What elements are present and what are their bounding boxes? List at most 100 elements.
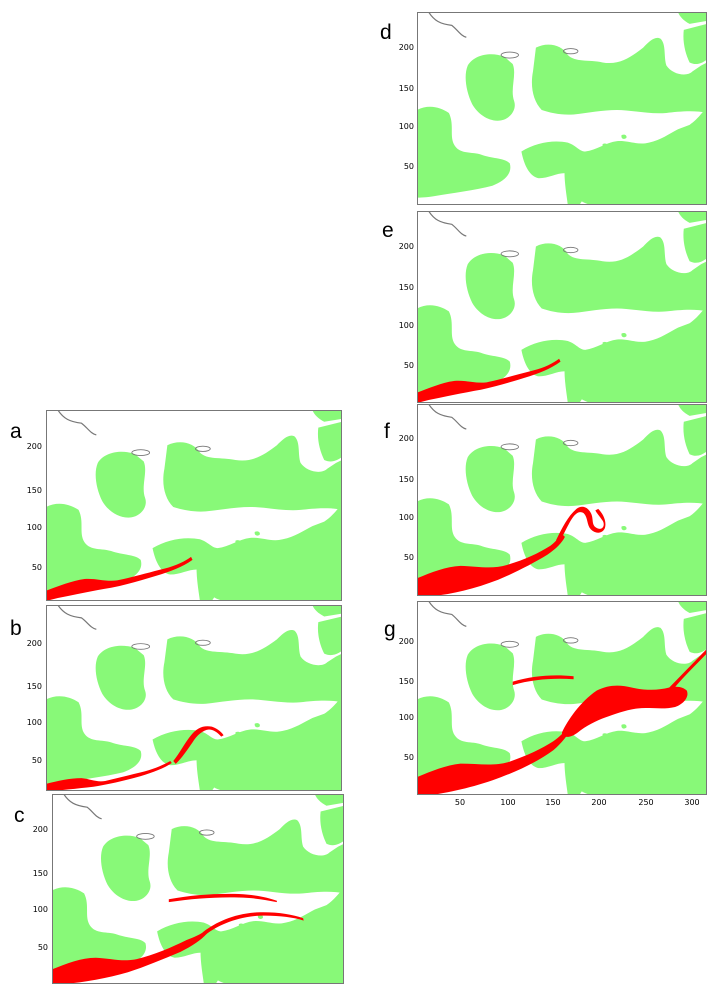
coastline-outline [428,12,467,38]
small-island-2 [257,914,263,919]
island-left [95,645,146,710]
island-outline [500,250,519,258]
ytick: 50 [403,162,414,171]
small-island-2 [254,531,260,536]
left-lower-land [46,503,142,594]
bottom-center-land [521,696,707,795]
small-island-2 [254,723,260,728]
ytick: 150 [398,283,414,292]
map-frame [417,211,707,403]
ytick: 50 [31,756,42,765]
right-edge-land [683,612,707,654]
map-d [417,12,707,205]
panel-label-a: a [10,420,22,443]
ytick: 200 [32,825,48,834]
ytick: 100 [26,718,42,727]
top-right-corner [678,601,707,613]
xtick: 250 [638,798,654,807]
ytick: 100 [32,905,48,914]
panel-label-g: g [384,618,396,641]
spill-patch [46,760,172,791]
left-lower-land [417,498,511,589]
ytick: 50 [31,563,42,572]
ytick: 150 [398,677,414,686]
ytick: 100 [398,713,414,722]
right-edge-land [317,616,342,656]
xtick: 50 [454,798,466,807]
small-island-1 [602,733,609,739]
map-frame [46,605,342,791]
small-island-2 [621,332,627,338]
spill-patch [46,556,193,601]
small-island-1 [235,540,242,546]
island-outline [195,639,211,646]
ytick: 100 [398,513,414,522]
map-layer [417,211,707,403]
peninsula-center [196,749,218,791]
bottom-center-land [521,107,707,205]
left-lower-land [46,696,142,784]
map-layer [417,601,707,795]
top-right-corner [678,404,707,416]
peninsula-center [196,558,218,601]
ytick: 50 [403,361,414,370]
coastline-outline [428,404,467,430]
island-left [465,643,515,711]
spill-patch [417,358,561,403]
upper-right-landmass [163,630,342,704]
right-edge-land [317,421,342,462]
coastline-outline [428,601,467,627]
small-island-1 [238,923,245,929]
map-layer [417,12,707,205]
ytick: 200 [26,442,42,451]
peninsula-center [564,161,586,205]
island-outline [199,829,215,836]
ytick: 50 [403,753,414,762]
island-outline [131,643,151,650]
ytick: 100 [398,321,414,330]
small-island-1 [602,341,609,347]
bottom-center-land [521,305,707,403]
map-a [46,410,342,601]
ytick: 150 [26,486,42,495]
island-left [465,446,515,513]
map-frame [52,794,344,984]
island-outline [563,48,579,55]
ytick: 100 [26,523,42,532]
xtick: 150 [545,798,561,807]
map-layer [46,410,342,601]
map-b [46,605,342,791]
upper-right-landmass [531,236,707,314]
spill-feathers [669,648,707,691]
panel-label-e: e [382,219,394,242]
map-g [417,601,707,795]
spill-arc [203,912,304,935]
ytick: 200 [398,637,414,646]
peninsula-center [564,751,586,795]
peninsula-center [564,553,586,596]
upper-right-landmass [531,37,707,115]
bottom-center-land [157,887,344,984]
island-outline [500,443,519,451]
coastline-outline [57,605,97,630]
xtick: 200 [591,798,607,807]
spill-plume [556,506,606,546]
peninsula-center [564,360,586,403]
map-frame [417,601,707,795]
small-island-1 [602,143,609,149]
ytick: 50 [403,553,414,562]
right-edge-land [320,805,344,846]
top-right-corner [312,605,342,617]
island-outline [563,637,579,644]
upper-right-landmass [167,819,344,896]
small-island-1 [602,534,609,540]
spill-core [562,685,688,737]
ytick: 150 [32,869,48,878]
spill-line [173,726,224,764]
map-frame [46,410,342,601]
island-left [465,54,515,121]
island-outline [563,246,579,254]
island-outline [195,445,211,452]
xtick: 300 [684,798,700,807]
map-layer [52,794,344,984]
